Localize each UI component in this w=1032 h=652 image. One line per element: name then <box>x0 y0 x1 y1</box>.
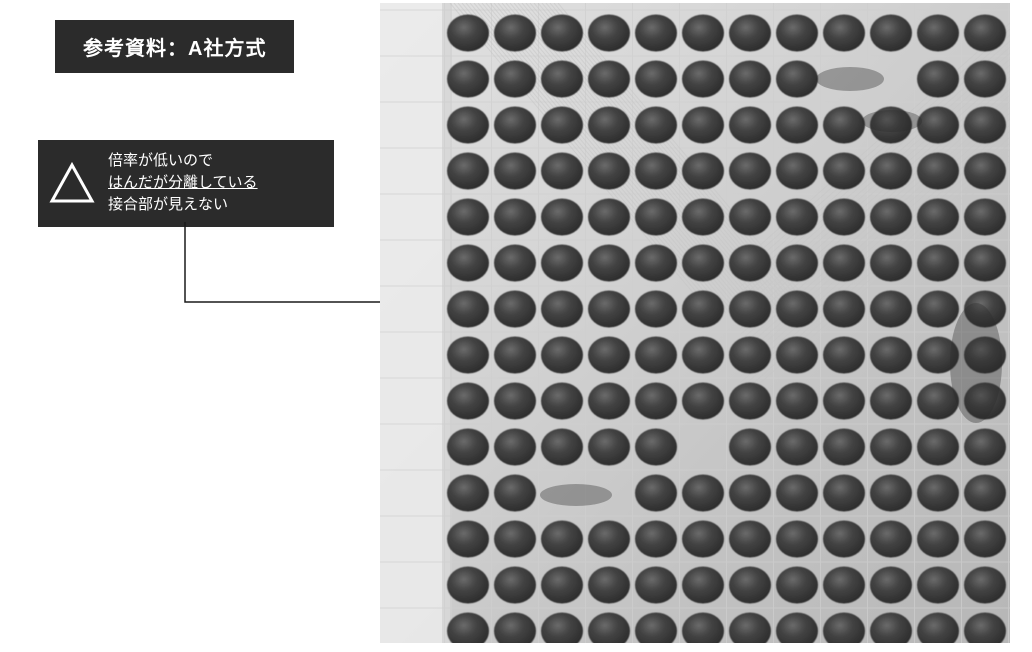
title-text: 参考資料：A社方式 <box>83 38 266 60</box>
callout-line1: 倍率が低いので <box>108 150 258 172</box>
xray-panel <box>380 3 1010 643</box>
callout-text: 倍率が低いので はんだが分離している 接合部が見えない <box>108 150 258 215</box>
title-badge: 参考資料：A社方式 <box>55 20 294 73</box>
xray-image <box>380 3 1010 643</box>
callout: 倍率が低いので はんだが分離している 接合部が見えない <box>38 140 334 227</box>
triangle-warning-icon <box>48 159 96 207</box>
callout-line3: 接合部が見えない <box>108 194 258 216</box>
callout-line2: はんだが分離している <box>108 172 258 194</box>
